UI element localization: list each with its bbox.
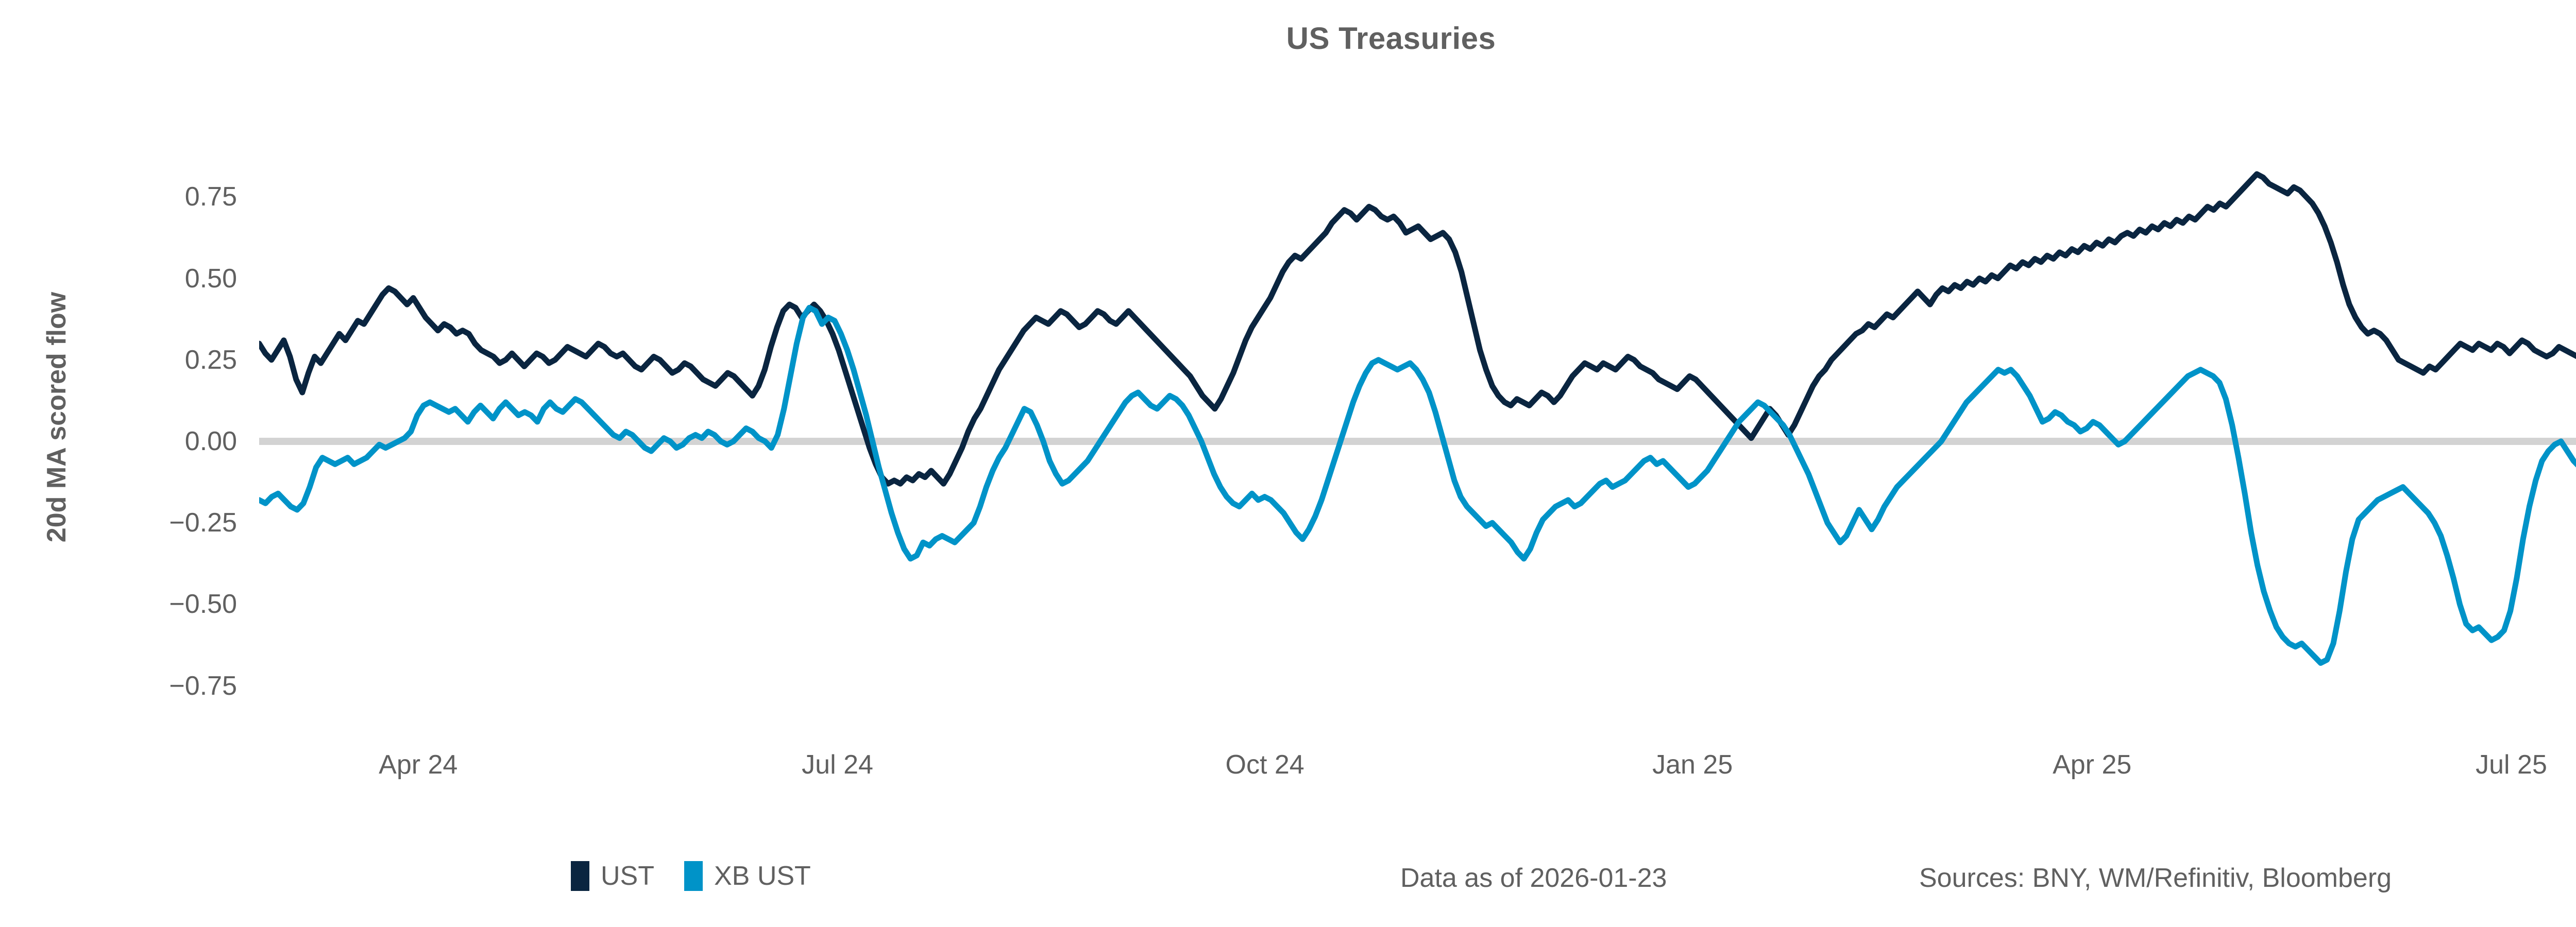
sources-note: Sources: BNY, WM/Refinitiv, Bloomberg [1919, 863, 2392, 893]
x-tick-label: Jul 24 [802, 750, 873, 780]
x-tick-label: Apr 24 [379, 750, 458, 780]
plot-area [259, 154, 2576, 718]
y-tick-label: 0.75 [184, 182, 237, 212]
y-tick-label: −0.75 [169, 671, 237, 701]
x-tick-label: Apr 25 [2053, 750, 2132, 780]
legend-label: XB UST [714, 861, 811, 891]
y-tick-label: 0.00 [184, 426, 237, 456]
series-line-xb-ust [259, 304, 2576, 666]
legend-item-xb-ust[interactable]: XB UST [684, 861, 811, 891]
y-tick-label: 0.50 [184, 263, 237, 294]
chart-legend: UST XB UST [571, 861, 811, 891]
y-tick-label: −0.50 [169, 589, 237, 620]
x-tick-label: Oct 24 [1225, 750, 1304, 780]
legend-swatch-icon [571, 861, 589, 891]
x-tick-label: Jul 25 [2476, 750, 2547, 780]
legend-label: UST [601, 861, 654, 891]
page-title: US Treasuries [1286, 21, 1496, 56]
series-canvas [259, 171, 2576, 666]
data-as-of-note: Data as of 2026-01-23 [1400, 863, 1667, 893]
legend-item-ust[interactable]: UST [571, 861, 654, 891]
y-tick-label: 0.25 [184, 345, 237, 375]
x-tick-label: Jan 25 [1652, 750, 1733, 780]
series-line-ust [259, 171, 2576, 487]
legend-swatch-icon [684, 861, 703, 891]
y-tick-label: −0.25 [169, 508, 237, 538]
